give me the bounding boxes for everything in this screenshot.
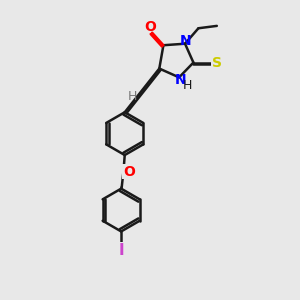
Text: N: N <box>180 34 192 48</box>
Text: S: S <box>212 56 222 70</box>
Text: I: I <box>118 243 124 258</box>
Text: O: O <box>123 165 135 179</box>
Text: N: N <box>175 73 186 87</box>
Text: H: H <box>128 90 137 103</box>
Text: O: O <box>144 20 156 34</box>
Text: H: H <box>183 79 192 92</box>
